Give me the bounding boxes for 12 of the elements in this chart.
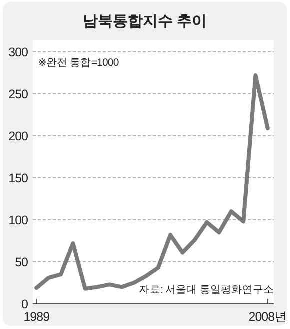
annotation: ※완전 통합=1000 bbox=[38, 57, 120, 69]
y-tick-label: 200 bbox=[8, 130, 29, 144]
annotation: 자료: 서울대 통일평화연구소 bbox=[139, 284, 274, 296]
y-tick-label: 150 bbox=[8, 172, 29, 186]
x-tick-label: 1989 bbox=[24, 310, 50, 324]
chart-title: 남북통합지수 추이 bbox=[82, 13, 208, 30]
y-tick-label: 300 bbox=[8, 46, 29, 60]
x-tick-label: 2008년 bbox=[248, 310, 288, 324]
y-tick-label: 50 bbox=[15, 256, 29, 270]
y-tick-label: 250 bbox=[8, 88, 29, 102]
y-tick-label: 100 bbox=[8, 214, 29, 228]
y-tick-label: 0 bbox=[22, 298, 29, 312]
